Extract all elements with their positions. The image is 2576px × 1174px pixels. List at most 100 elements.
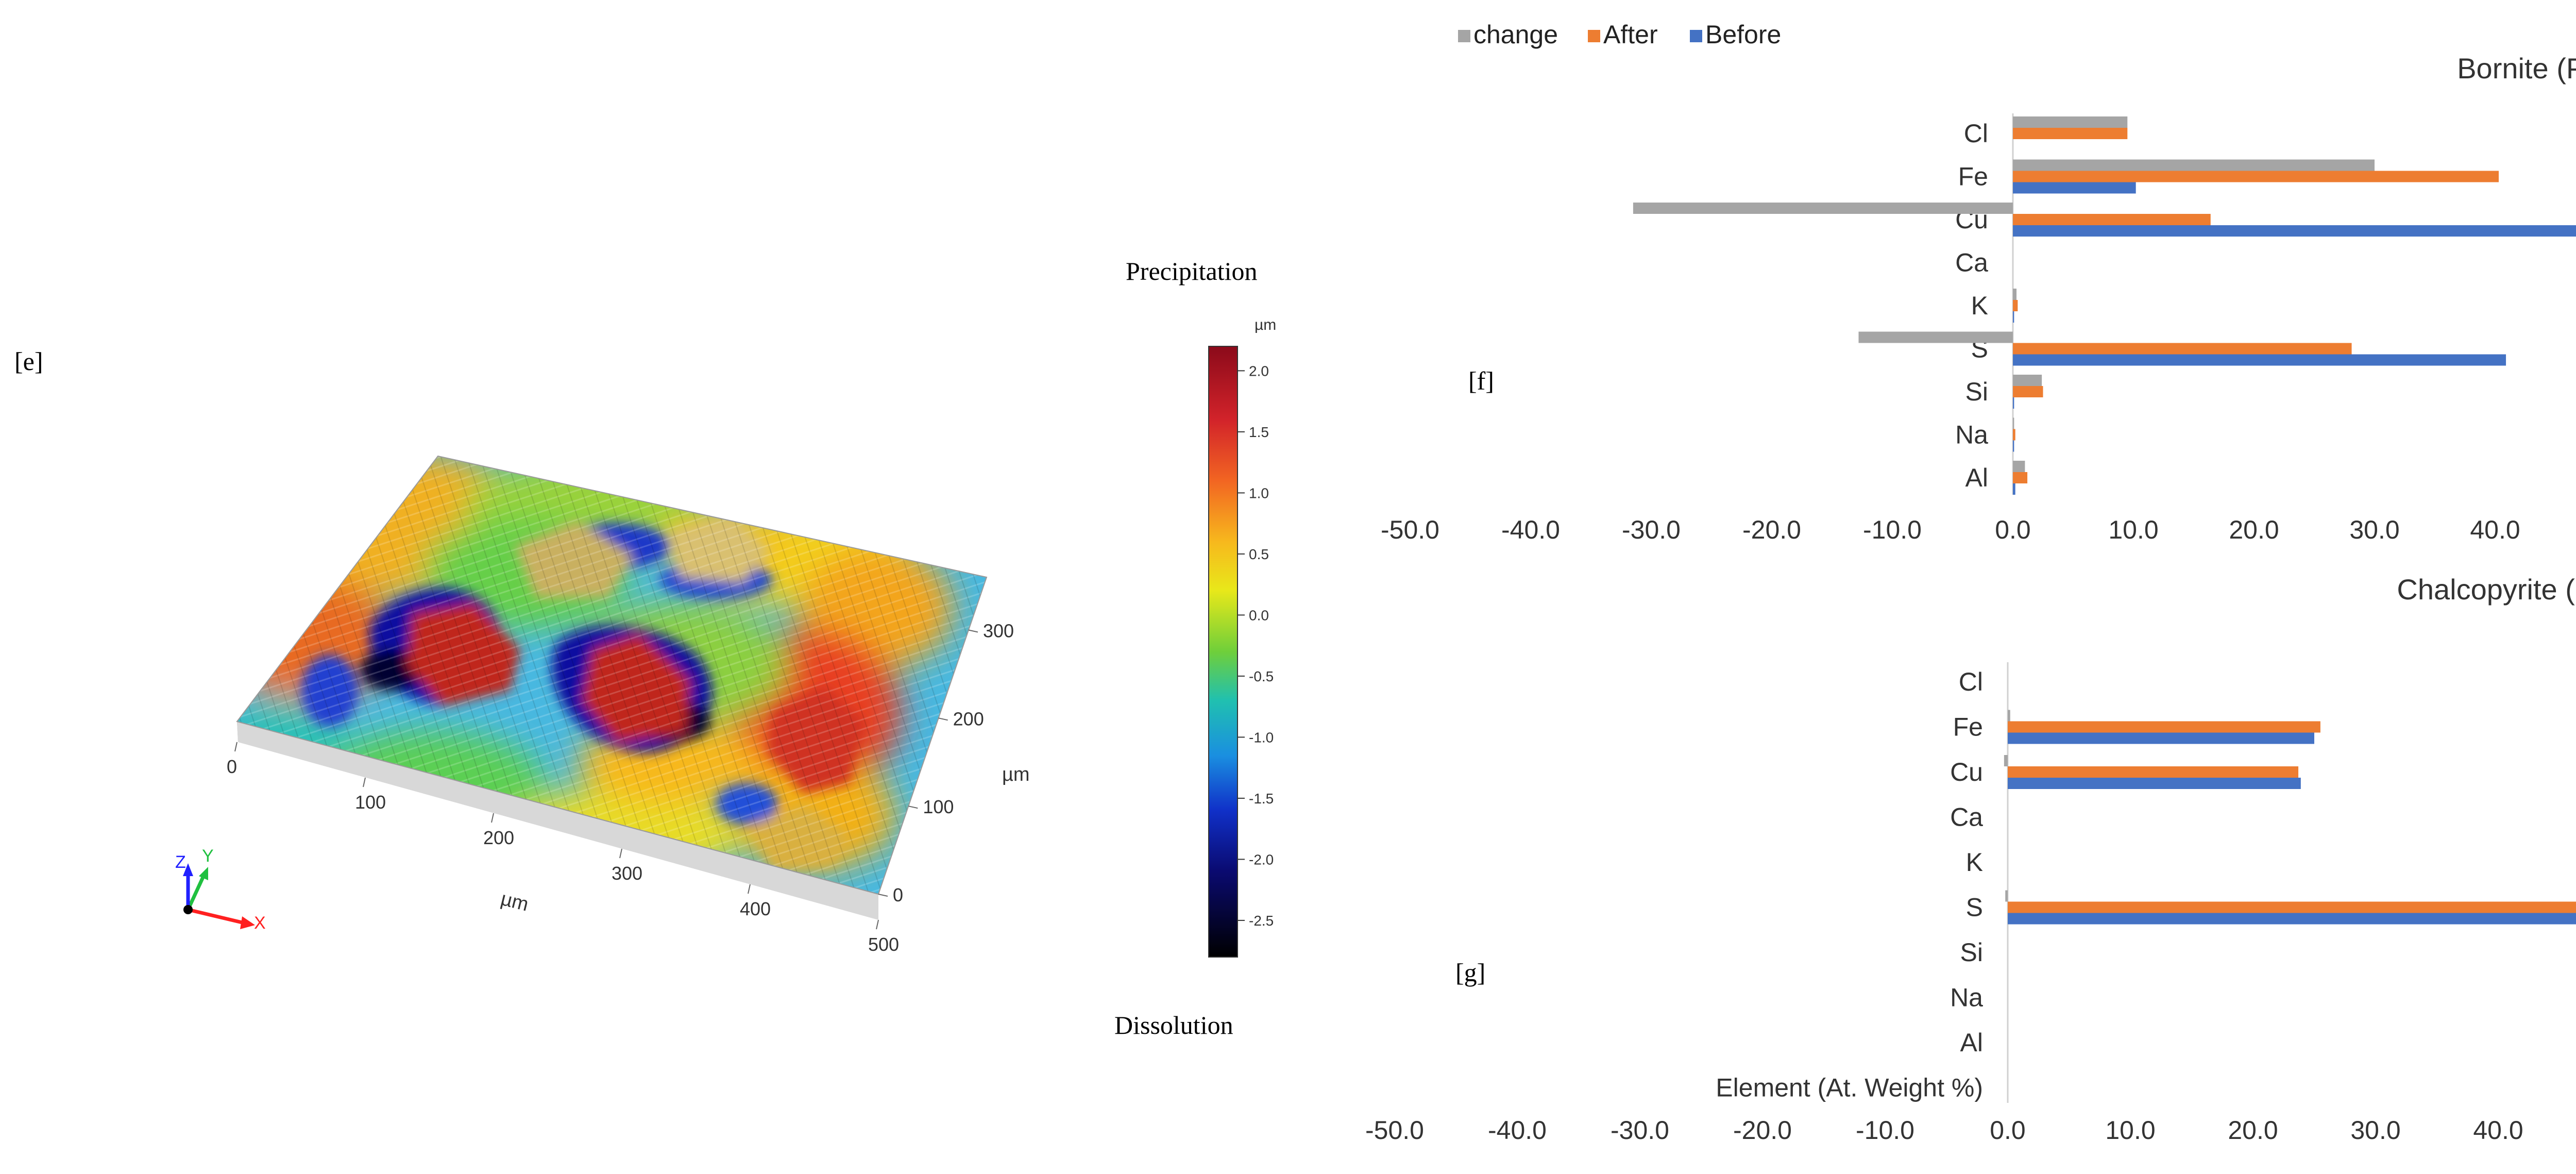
x-tick-label: -10.0 [1863,515,1922,544]
surface-x-tick [748,884,751,894]
x-tick-label: 30.0 [2350,1116,2400,1145]
category-label: K [1971,291,1988,320]
chalcopyrite-chart: Chalcopyrite (P5) -50.0 -40.0 -30.0 -20.0 -10… [1365,573,2576,1145]
legend-swatch-before [1690,30,1702,42]
element-change-charts: change After Before Bornite (P6) -50.0 -40.0… [1365,20,2576,1145]
category-label: Na [1950,983,1983,1012]
bar-before-k [2013,311,2014,323]
surface-y-tick [878,894,888,897]
x-tick-label: 0.0 [1995,515,2031,544]
surface-x-tick [619,848,622,859]
category-label: Ca [1950,803,1983,832]
colorbar-tick-label: 2.0 [1249,363,1269,379]
bar-change-cu [1633,203,2013,214]
category-label: Al [1960,1028,1983,1057]
surface-y-tick [908,806,918,809]
category-label: Na [1955,421,1988,449]
surface-3d-plot: 0 100 200 300 400 500 0 100 200 300 µm µm X Y Z [175,455,1030,955]
bar-before-al [2013,483,2015,495]
category-label: Si [1960,938,1983,967]
colorbar-tick-label: 1.0 [1249,485,1269,501]
x-tick-label: 40.0 [2470,515,2520,544]
x-tick-label: -40.0 [1501,515,1560,544]
legend-label-before: Before [1705,20,1781,49]
legend-label-after: After [1603,20,1658,49]
surface-y-axis-label: µm [1002,764,1030,785]
legend-swatch-change [1458,30,1470,42]
x-tick-label: 40.0 [2473,1116,2523,1145]
colorbar: µm 2.0 1.5 1.0 0.5 0.0 -0.5 -1.0 -1.5 -2.0 -2.5 [1208,316,1276,958]
colorbar-tick-label: 0.0 [1249,607,1269,623]
bar-change-na [2013,417,2014,429]
bar-change-cl [2013,116,2128,128]
x-tick-label: -40.0 [1488,1116,1547,1145]
surface-y-tick-label: 0 [893,884,903,905]
colorbar-tick-label: -0.5 [1249,668,1274,684]
x-tick-label: -50.0 [1365,1116,1424,1145]
bar-after-fe [2013,171,2499,182]
chart-title: Bornite (P6) [2457,52,2576,85]
surface-y-tick [938,717,948,721]
bar-after-na [2013,429,2015,441]
colorbar-unit: µm [1255,316,1276,333]
bar-change-s [1858,331,2013,343]
surface-x-tick-label: 300 [612,863,642,884]
bar-change-fe [2013,159,2375,171]
bar-after-cl [2013,128,2128,139]
x-tick-label: -20.0 [1742,515,1801,544]
chart-title: Chalcopyrite (P5) [2397,573,2576,606]
surface-x-tick [491,813,494,823]
x-tick-label: 10.0 [2105,1116,2155,1145]
bar-change-k [2013,289,2017,300]
category-label: Al [1965,463,1988,492]
surface-y-tick-label: 200 [953,708,984,729]
x-tick-label: 20.0 [2229,515,2279,544]
bar-before-cu [2013,225,2576,237]
surface-x-tick-label: 200 [483,827,514,848]
colorbar-tick-label: -1.5 [1249,791,1274,807]
category-label: Fe [1953,713,1983,742]
axes-triad-icon: X Y Z [175,846,266,933]
bar-before-fe [2013,182,2136,194]
x-tick-label: -20.0 [1733,1116,1792,1145]
bar-change-s [2005,890,2008,902]
bar-after-s [2013,343,2352,355]
bar-change-si [2013,375,2042,386]
bar-after-k [2013,300,2018,311]
category-label: S [1966,893,1983,922]
category-label: Element (At. Weight %) [1716,1074,1983,1102]
panel-label-g: [g] [1455,958,1486,987]
bar-after-fe [2008,721,2320,733]
triad-z-label: Z [175,852,186,872]
x-tick-label: -50.0 [1381,515,1439,544]
x-tick-label: 30.0 [2349,515,2399,544]
bar-before-s [2013,354,2506,366]
colorbar-bottom-label: Dissolution [1114,1011,1233,1039]
category-label: Cl [1964,119,1988,148]
colorbar-tick-label: 0.5 [1249,546,1269,562]
bar-before-na [2013,440,2014,452]
colorbar-tick-label: -2.5 [1249,913,1274,929]
bar-before-s [2008,913,2576,925]
x-tick-label: 0.0 [1990,1116,2026,1145]
colorbar-tick-label: -2.0 [1249,851,1274,867]
legend-label-change: change [1473,20,1558,49]
bar-before-si [2013,397,2014,409]
bar-before-fe [2008,732,2314,744]
surface-x-tick-label: 100 [355,792,386,813]
chart-legend: change After Before [1458,20,1781,49]
bar-change-fe [2008,710,2010,722]
colorbar-tick-label: 1.5 [1249,424,1269,440]
category-label: Si [1965,377,1988,406]
bar-after-al [2013,472,2028,483]
colorbar-tick-label: -1.0 [1249,729,1274,745]
surface-x-tick [363,777,366,787]
bar-after-si [2013,386,2043,397]
x-tick-label: -30.0 [1622,515,1681,544]
surface-x-tick-label: 500 [868,934,899,955]
bar-after-s [2008,901,2576,913]
triad-x-label: X [254,913,266,933]
x-tick-label: -30.0 [1611,1116,1669,1145]
bar-change-cu [2004,755,2008,766]
surface-height-map [237,456,987,894]
